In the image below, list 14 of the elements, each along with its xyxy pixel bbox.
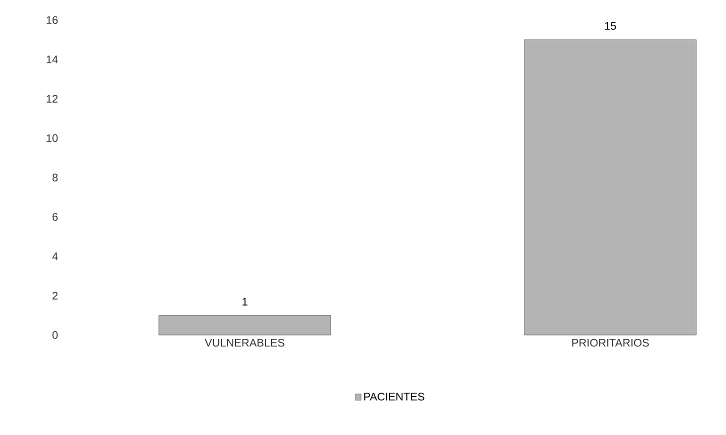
y-tick-label: 14 <box>46 56 58 64</box>
y-tick-label: 8 <box>52 174 58 182</box>
data-label: 1 <box>242 298 248 306</box>
x-tick-label: PRIORITARIOS <box>572 338 649 347</box>
y-tick-label: 12 <box>46 94 58 103</box>
y-tick-label: 6 <box>52 212 58 221</box>
y-tick-label: 16 <box>46 16 58 24</box>
legend-label: PACIENTES <box>364 392 424 401</box>
x-tick-label: VULNERABLES <box>204 338 284 347</box>
data-label: 15 <box>605 22 616 30</box>
y-tick-label: 4 <box>52 252 58 260</box>
y-tick-label: 2 <box>52 292 58 300</box>
y-tick-label: 0 <box>52 331 58 339</box>
y-tick-label: 10 <box>46 134 58 142</box>
